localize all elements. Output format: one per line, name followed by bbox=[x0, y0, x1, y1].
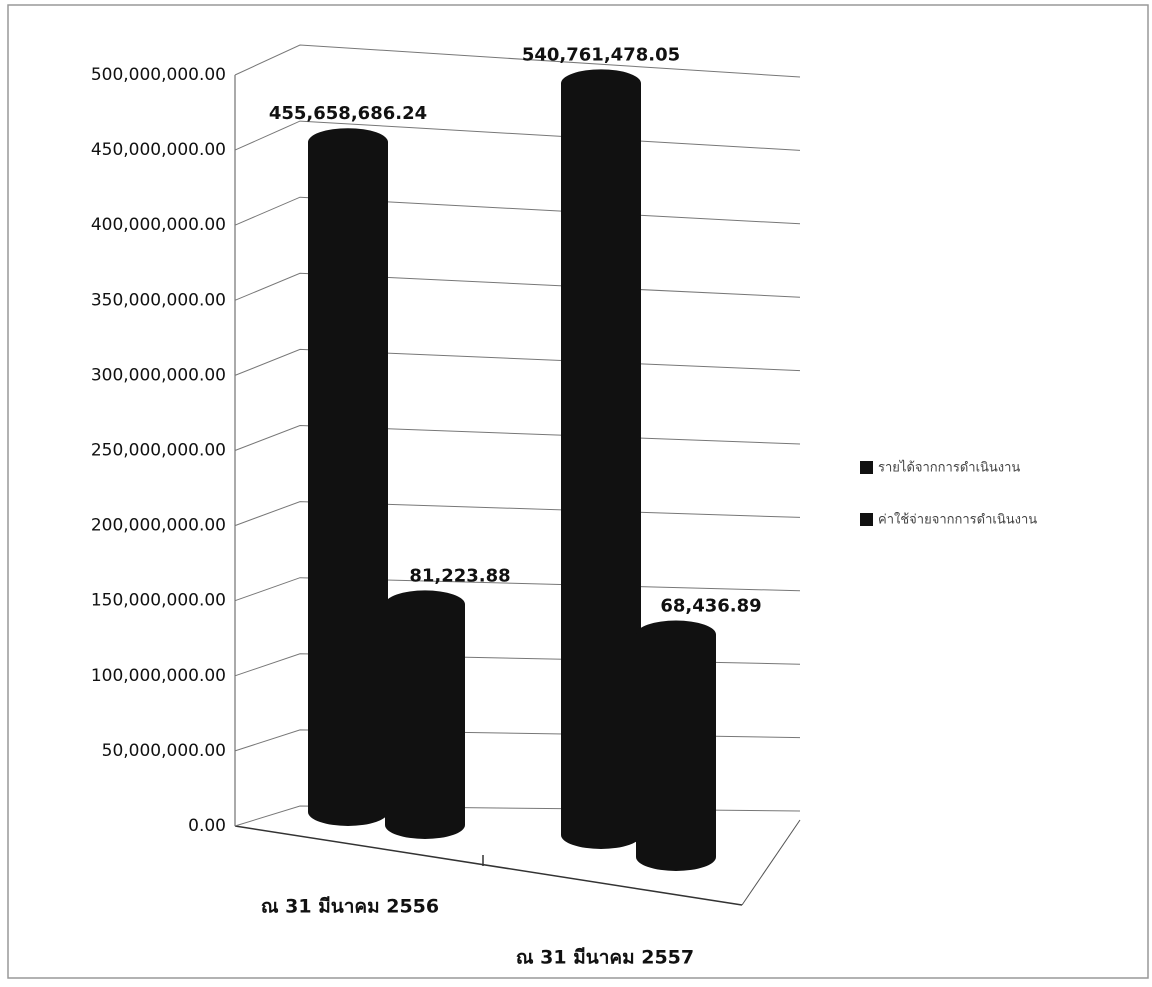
y-tick-label: 350,000,000.00 bbox=[91, 290, 226, 310]
legend-swatch bbox=[860, 461, 873, 474]
floor-edge bbox=[741, 819, 801, 906]
data-label: 455,658,686.24 bbox=[269, 103, 427, 124]
x-tick-label: ณ 31 มีนาคม 2557 bbox=[516, 947, 694, 969]
data-label: 68,436.89 bbox=[660, 596, 761, 617]
chart-border bbox=[7, 4, 1149, 979]
y-tick-label: 150,000,000.00 bbox=[91, 591, 226, 611]
y-tick-label: 250,000,000.00 bbox=[91, 441, 226, 461]
cylinder bbox=[385, 590, 465, 839]
y-tick-label: 100,000,000.00 bbox=[91, 666, 226, 686]
y-tick-label: 50,000,000.00 bbox=[102, 741, 226, 761]
cylinder bbox=[561, 69, 641, 849]
y-tick-label: 500,000,000.00 bbox=[91, 65, 226, 85]
cylinder bbox=[308, 128, 388, 826]
legend-swatch bbox=[860, 513, 873, 526]
legend-label: ค่าใช้จ่ายจากการดำเนินงาน bbox=[878, 512, 1037, 528]
cylinder bbox=[636, 620, 716, 871]
x-tick-label: ณ 31 มีนาคม 2556 bbox=[261, 896, 439, 918]
legend-label: รายได้จากการดำเนินงาน bbox=[878, 460, 1020, 476]
y-tick-label: 0.00 bbox=[188, 816, 226, 836]
y-tick-label: 400,000,000.00 bbox=[91, 215, 226, 235]
data-label: 540,761,478.05 bbox=[522, 44, 680, 65]
data-label: 81,223.88 bbox=[409, 565, 510, 586]
y-tick-label: 450,000,000.00 bbox=[91, 140, 226, 160]
floor-edge bbox=[234, 825, 743, 906]
grid-line bbox=[234, 44, 801, 78]
y-tick-label: 200,000,000.00 bbox=[91, 516, 226, 536]
y-tick-label: 300,000,000.00 bbox=[91, 365, 226, 385]
